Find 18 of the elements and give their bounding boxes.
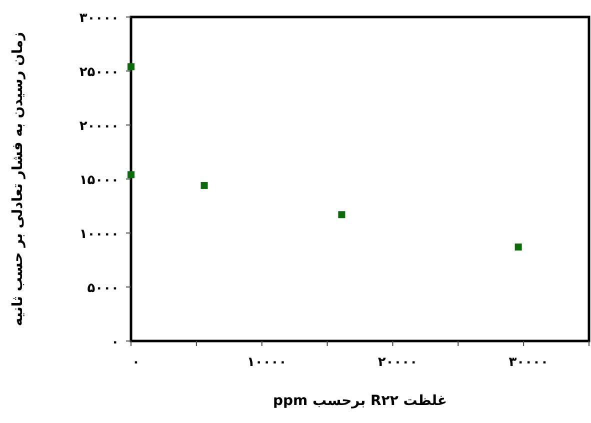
- y-tick-label: ۳۰۰۰۰: [79, 11, 119, 26]
- x-tick-label: ۱۰۰۰۰: [247, 355, 287, 370]
- point: [128, 171, 134, 178]
- y-tick-label: ۲۰۰۰۰: [79, 119, 119, 134]
- y-tick-label: ۲۵۰۰۰: [79, 65, 119, 80]
- x-tick-label: ۳۰۰۰۰: [508, 355, 548, 370]
- y-tick-label: ۰: [111, 335, 119, 350]
- x-axis-title: غلظت R۲۲ برحسب ppm: [273, 393, 447, 409]
- y-axis-title: زمان رسیدن به فشار تعادلی بر حسب ثانیه: [10, 32, 26, 326]
- x-tick-label: ۰: [132, 355, 140, 370]
- y-tick-label: ۱۰۰۰۰: [79, 227, 119, 242]
- x-tick-label: ۲۰۰۰۰: [378, 355, 418, 370]
- y-tick-label: ۱۵۰۰۰: [79, 173, 119, 188]
- point: [200, 182, 208, 189]
- point: [514, 244, 522, 251]
- point: [338, 211, 346, 218]
- y-tick-label: ۵۰۰۰: [87, 281, 119, 296]
- point: [128, 63, 134, 70]
